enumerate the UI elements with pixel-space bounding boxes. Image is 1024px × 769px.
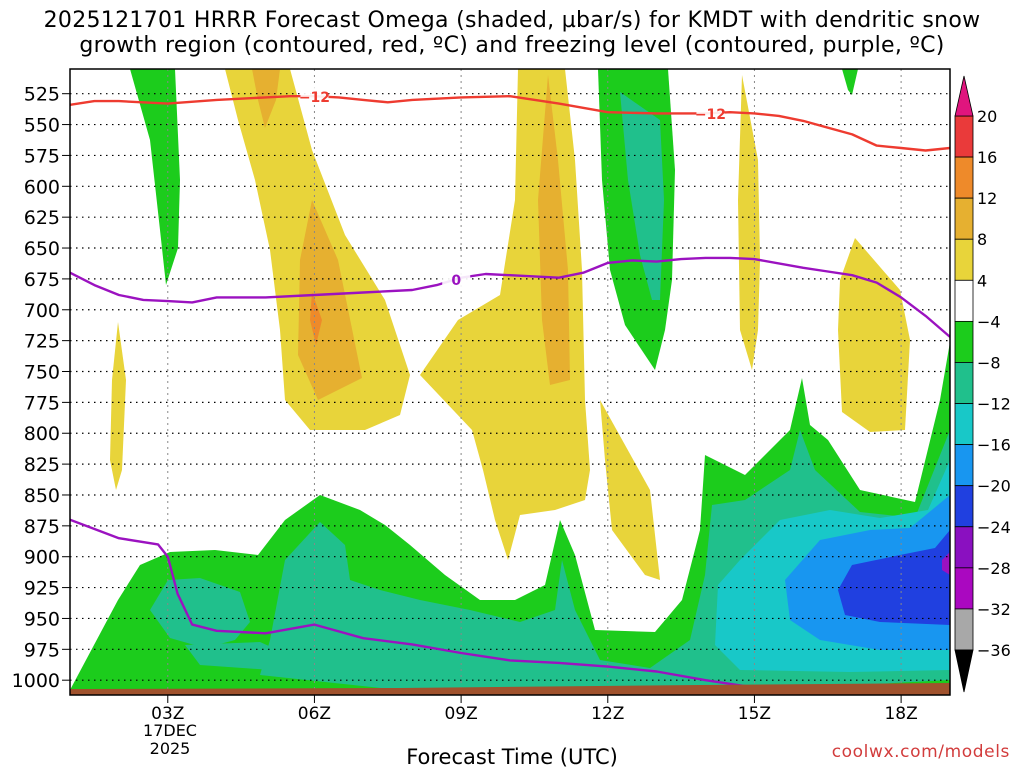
y-tick-label: 625 [24,207,60,229]
y-axis: 525 550 575 600 625 650 675 700 725 750 775 800 825 8… [12,84,70,692]
contour-lines [70,94,950,689]
colorbar-bin [954,320,974,363]
colorbar-label: −4 [977,312,1001,331]
y-tick-label: 700 [24,300,60,322]
contour-label-dendritic-2-bg [696,104,725,122]
omega-area-intense-sinking-lower [838,530,950,625]
chart-title-line-1: 2025121701 HRRR Forecast Omega (shaded, … [43,8,981,33]
omega-area-extreme-sinking-lower [942,552,950,575]
colorbar-label: −24 [977,518,1011,537]
colorbar-label: −28 [977,559,1011,578]
y-tick-label: 750 [24,362,60,384]
x-tick-label: 03Z [151,704,184,724]
y-tick-label: 975 [24,639,60,661]
colorbar-bin [954,403,974,446]
y-tick-label: 1000 [12,670,60,692]
chart-title-line-2: growth region (contoured, red, ºC) and f… [79,33,945,58]
x-axis: 03Z 06Z 09Z 12Z 15Z 18Z [151,695,918,724]
series-line-0 [70,256,950,338]
omega-area-weak-rising-sliver [110,322,126,490]
y-tick-label: 900 [24,547,60,569]
colorbar-bin [954,279,974,322]
y-tick-label: 575 [24,145,60,167]
y-tick-label: 875 [24,516,60,538]
x-tick-label: 06Z [298,704,331,724]
colorbar-bin [954,444,974,487]
colorbar-bin [954,526,974,569]
colorbar-under-arrow [954,649,974,693]
grid [70,69,950,695]
contour-label-dendritic-2: −12 [695,107,726,123]
y-tick-label: 775 [24,392,60,414]
colorbar: 20 16 12 8 4 −4 −8 −12 −16 −20 −24 −28 −32 −36 [954,75,1011,693]
omega-shading [70,69,950,695]
y-tick-label: 850 [24,485,60,507]
series-line-2 [70,94,950,152]
y-tick-label: 550 [24,115,60,137]
colorbar-label: 16 [977,148,997,167]
omega-area-weak-rising-12z [600,400,660,580]
omega-area-weak-sinking-drip [842,69,858,95]
colorbar-over-arrow [954,75,974,117]
x-tick-label: 12Z [591,704,624,724]
y-tick-label: 600 [24,176,60,198]
colorbar-label: −12 [977,395,1011,414]
date-label-day: 17DEC [143,721,197,740]
y-tick-label: 825 [24,454,60,476]
colorbar-bin [954,608,974,651]
y-tick-label: 925 [24,578,60,600]
watermark: coolwx.com/models [831,742,1010,762]
colorbar-label: −36 [977,641,1011,660]
y-tick-label: 950 [24,608,60,630]
plot-frame [69,68,951,696]
x-tick-label: 09Z [444,704,477,724]
omega-area-strong-rising-mid [310,292,322,345]
y-tick-label: 675 [24,269,60,291]
colorbar-label: −8 [977,353,1001,372]
colorbar-label: −32 [977,600,1011,619]
series-line-1 [70,518,755,689]
colorbar-bin [954,115,974,158]
colorbar-label: 4 [977,271,987,290]
terrain-surface [70,683,950,695]
colorbar-bin [954,197,974,240]
contour-label-freezing: 0 [451,273,461,289]
colorbar-label: −16 [977,436,1011,455]
colorbar-label: 8 [977,230,987,249]
omega-area-moderate-sinking-lower-band [185,642,300,672]
contour-label-freezing-bg [442,270,471,288]
colorbar-bin [954,238,974,281]
y-tick-label: 650 [24,238,60,260]
colorbar-bin [954,156,974,199]
y-tick-label: 800 [24,423,60,445]
x-axis-title: Forecast Time (UTC) [406,745,618,769]
colorbar-label: 12 [977,189,997,208]
contour-labels: 0 −12 −12 [299,87,726,289]
colorbar-label: 20 [977,107,997,126]
x-tick-label: 15Z [738,704,771,724]
x-tick-label: 18Z [884,704,917,724]
omega-area-moderate-rising-central [538,75,570,385]
y-tick-label: 525 [24,84,60,106]
y-tick-label: 725 [24,331,60,353]
colorbar-label: −20 [977,477,1011,496]
omega-area-weak-rising-right-blob [838,238,910,432]
colorbar-bin [954,485,974,528]
colorbar-bin [954,567,974,610]
contour-label-dendritic-1-bg [300,87,329,105]
date-label-year: 2025 [149,739,191,758]
contour-label-dendritic-1: −12 [299,90,330,106]
colorbar-bin [954,362,974,404]
